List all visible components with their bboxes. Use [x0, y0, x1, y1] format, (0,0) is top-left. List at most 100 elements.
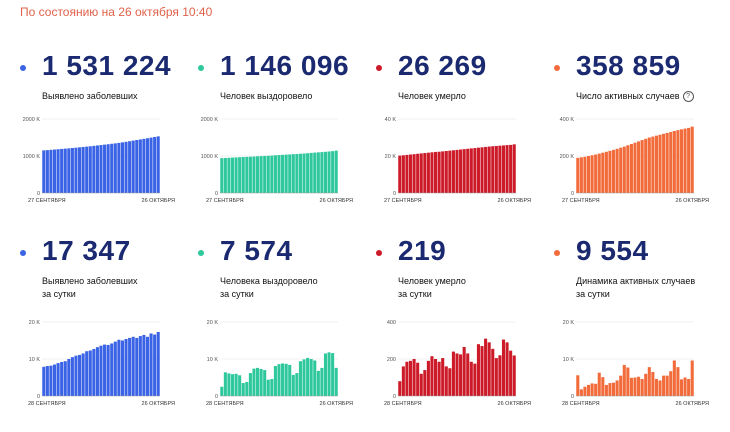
bar-chart: 0 1000 K 2000 K 27 СЕНТЯБРЯ 26 ОКТЯБРЯ: [23, 117, 175, 204]
bar: [444, 366, 448, 396]
bar: [398, 381, 402, 396]
bar: [494, 146, 498, 193]
bar: [230, 374, 235, 396]
bar: [651, 136, 655, 193]
bar: [669, 371, 673, 396]
bar: [444, 151, 448, 193]
bar: [612, 149, 616, 193]
bar: [426, 152, 430, 193]
x-start-label: 27 СЕНТЯБРЯ: [28, 198, 66, 204]
bar: [131, 140, 135, 193]
series-dot-icon: [198, 250, 204, 256]
bar: [430, 356, 434, 396]
bar: [309, 359, 313, 396]
bar: [608, 383, 612, 396]
bar: [658, 134, 662, 193]
y-tick-label: 10 K: [29, 357, 41, 363]
bar: [419, 373, 423, 396]
bar: [484, 338, 488, 396]
stat-label-line2: за сутки: [398, 289, 432, 299]
y-tick-label: 200 K: [560, 154, 575, 160]
bar: [629, 377, 633, 396]
bar-chart: 0 10 K 20 K 28 СЕНТЯБРЯ 26 ОКТЯБРЯ: [28, 320, 175, 407]
stat-label: Число активных случаев?: [576, 90, 694, 103]
help-icon[interactable]: ?: [682, 91, 694, 103]
bar: [245, 381, 249, 396]
stat-value: 1 146 096: [220, 50, 350, 81]
bar: [234, 157, 238, 193]
bar: [331, 151, 335, 193]
y-tick-label: 2000 K: [23, 117, 41, 123]
bar-chart: 0 20 K 40 K 27 СЕНТЯБРЯ 26 ОКТЯБРЯ: [384, 117, 531, 204]
bar: [92, 349, 96, 396]
bar: [156, 331, 160, 396]
bar: [252, 368, 256, 396]
bar: [52, 149, 57, 193]
bar: [597, 372, 601, 396]
stat-value: 1 531 224: [42, 50, 172, 81]
bar-chart: 0 200 400 28 СЕНТЯБРЯ 26 ОКТЯБРЯ: [384, 320, 531, 407]
bar: [45, 366, 49, 396]
bar: [615, 148, 619, 193]
bar: [316, 370, 320, 396]
bar: [63, 148, 67, 193]
stat-value: 219: [398, 235, 447, 266]
series-dot-icon: [554, 250, 560, 256]
bar: [67, 148, 71, 193]
bar: [92, 145, 96, 193]
bar: [434, 359, 438, 396]
bar: [234, 373, 238, 396]
bar: [416, 362, 420, 396]
bar: [658, 380, 662, 396]
bar: [277, 155, 281, 193]
bar: [604, 151, 608, 193]
bar: [647, 137, 651, 193]
bar: [426, 360, 430, 396]
x-start-label: 28 СЕНТЯБРЯ: [562, 401, 600, 407]
bar: [398, 155, 402, 193]
stat-card: 7 574 Человека выздоровело за сутки 0 10 K 20…: [198, 230, 363, 430]
bar: [153, 136, 157, 193]
y-tick-label: 10 K: [207, 357, 219, 363]
bar: [259, 156, 263, 193]
bar: [622, 364, 626, 396]
bar: [448, 150, 452, 193]
bar: [687, 127, 691, 193]
bar: [448, 368, 452, 396]
y-tick-label: 1000 K: [23, 154, 41, 160]
bar: [469, 361, 473, 396]
bar: [99, 345, 103, 396]
bar: [412, 359, 416, 396]
bar: [323, 151, 328, 193]
bar: [142, 334, 146, 396]
bar: [473, 363, 477, 396]
bar: [665, 375, 669, 396]
x-start-label: 27 СЕНТЯБРЯ: [206, 198, 244, 204]
bar: [302, 153, 306, 193]
bar: [583, 386, 587, 396]
bar: [590, 155, 594, 193]
bar: [49, 365, 53, 396]
bar: [408, 360, 413, 396]
stat-value: 17 347: [42, 235, 131, 266]
bar: [128, 337, 132, 396]
stat-label-line1: Число активных случаев: [576, 91, 680, 101]
bar: [480, 147, 484, 193]
bar: [509, 350, 513, 396]
bar: [462, 149, 466, 193]
bar: [156, 136, 160, 193]
bar: [238, 375, 242, 396]
stat-label-line1: Человек умерло: [398, 276, 466, 286]
bar: [690, 126, 694, 193]
bar: [241, 157, 245, 193]
bar: [597, 153, 601, 193]
y-tick-label: 10 K: [563, 357, 575, 363]
y-tick-label: 20 K: [29, 320, 41, 326]
x-end-label: 26 ОКТЯБРЯ: [142, 198, 175, 204]
bar: [149, 333, 153, 396]
bar: [223, 157, 227, 193]
bar: [273, 366, 277, 396]
bar: [430, 152, 434, 193]
bar: [270, 155, 274, 193]
bar-chart: 0 200 K 400 K 27 СЕНТЯБРЯ 26 ОКТЯБРЯ: [560, 117, 709, 204]
